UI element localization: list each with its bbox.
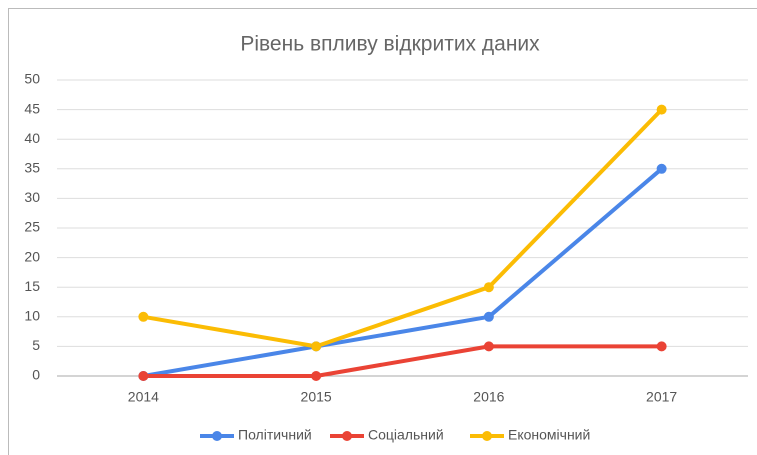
y-tick-label: 30 [24,189,40,205]
y-tick-label: 0 [32,367,40,383]
point [483,341,494,352]
point [656,163,667,174]
series-line [143,108,664,349]
x-tick-label: 2015 [301,389,332,405]
point [656,104,667,115]
legend-marker [482,431,492,441]
chart-title: Рівень впливу відкритих даних [240,33,540,56]
series-line [143,344,662,378]
legend-label: Політичний [238,427,312,443]
point [483,311,494,322]
point [483,282,494,293]
series-line [143,167,663,378]
y-tick-label: 20 [24,248,40,264]
y-tick-label: 15 [24,278,40,294]
y-tick-label: 5 [32,337,40,353]
y-tick-label: 45 [24,100,40,116]
y-tick-label: 50 [24,71,40,87]
legend-label: Соціальний [368,427,444,443]
y-tick-label: 35 [24,160,40,176]
point [138,371,149,381]
chart-frame [8,8,757,455]
x-tick-label: 2014 [128,389,159,405]
legend-marker [212,431,222,441]
point [138,311,149,322]
y-tick-label: 10 [24,308,40,324]
point [656,341,667,352]
y-tick-label: 25 [24,219,40,235]
point [311,341,322,352]
x-tick-label: 2017 [646,389,677,405]
point [311,371,322,381]
x-tick-label: 2016 [473,389,504,405]
legend-marker [342,431,352,441]
legend-label: Економічний [508,427,590,443]
y-tick-label: 40 [24,130,40,146]
